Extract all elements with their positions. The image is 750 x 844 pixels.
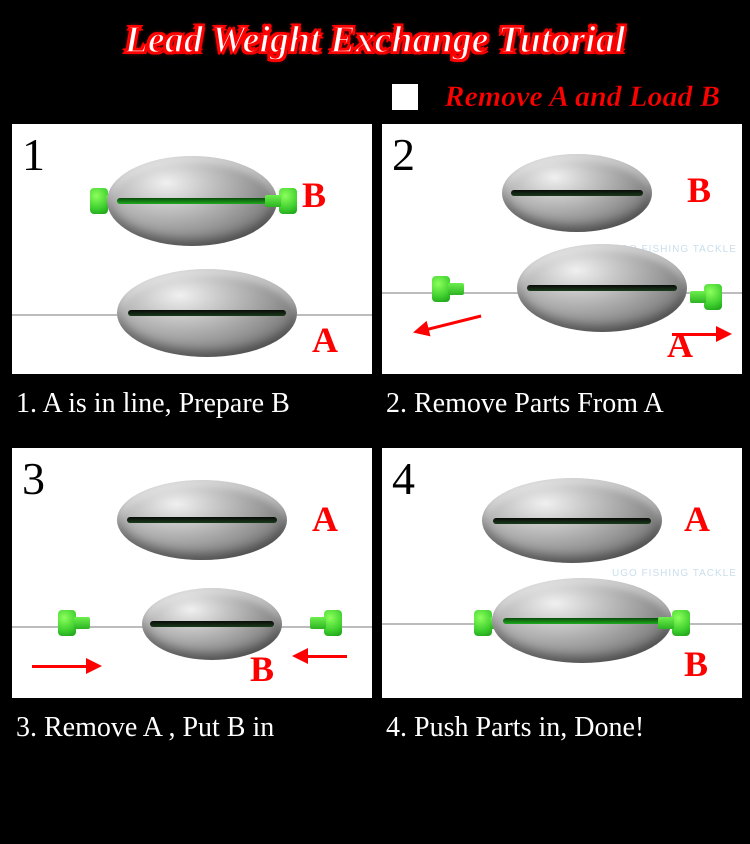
- panel-number: 4: [392, 452, 415, 505]
- legend-square: [392, 84, 418, 110]
- sinker-a: [117, 480, 287, 560]
- panel-4: 4 A UGO FISHING TACKLE B: [382, 448, 742, 698]
- arrow-right-icon: [672, 324, 732, 344]
- sinker-a: [517, 244, 687, 332]
- sinker-b: [492, 578, 672, 663]
- caption-1: 1. A is in line, Prepare B: [12, 378, 372, 444]
- panel-2: 2 B UGO FISHING TACKLE A: [382, 124, 742, 374]
- page-title: Lead Weight Exchange Tutorial: [0, 0, 750, 62]
- plug-icon: [432, 274, 462, 304]
- label-b: B: [250, 648, 274, 690]
- plug-icon: [267, 186, 297, 216]
- plug-icon: [660, 608, 690, 638]
- watermark-text: UGO FISHING TACKLE: [612, 568, 737, 579]
- label-b: B: [687, 169, 711, 211]
- tutorial-grid: 1 B A 2 B UGO FISHING TACKLE A 1. A is i…: [0, 124, 750, 768]
- caption-2: 2. Remove Parts From A: [382, 378, 742, 444]
- arrow-right-icon: [32, 656, 102, 676]
- plug-icon: [312, 608, 342, 638]
- label-a: A: [684, 498, 710, 540]
- label-b: B: [684, 643, 708, 685]
- sinker-b: [107, 156, 277, 246]
- label-a: A: [312, 319, 338, 361]
- arrow-left-icon: [292, 646, 347, 666]
- sinker-a: [117, 269, 297, 357]
- subtitle-row: Remove A and Load B: [0, 62, 750, 124]
- caption-3: 3. Remove A , Put B in: [12, 702, 372, 768]
- arrow-left-icon: [411, 306, 484, 342]
- plug-icon: [692, 282, 722, 312]
- label-b: B: [302, 174, 326, 216]
- sinker-a: [482, 478, 662, 563]
- panel-1: 1 B A: [12, 124, 372, 374]
- plug-icon: [58, 608, 88, 638]
- caption-4: 4. Push Parts in, Done!: [382, 702, 742, 768]
- panel-3: 3 A B: [12, 448, 372, 698]
- label-a: A: [312, 498, 338, 540]
- sinker-b: [502, 154, 652, 232]
- panel-number: 1: [22, 128, 45, 181]
- panel-number: 2: [392, 128, 415, 181]
- panel-number: 3: [22, 452, 45, 505]
- subtitle-text: Remove A and Load B: [444, 80, 720, 114]
